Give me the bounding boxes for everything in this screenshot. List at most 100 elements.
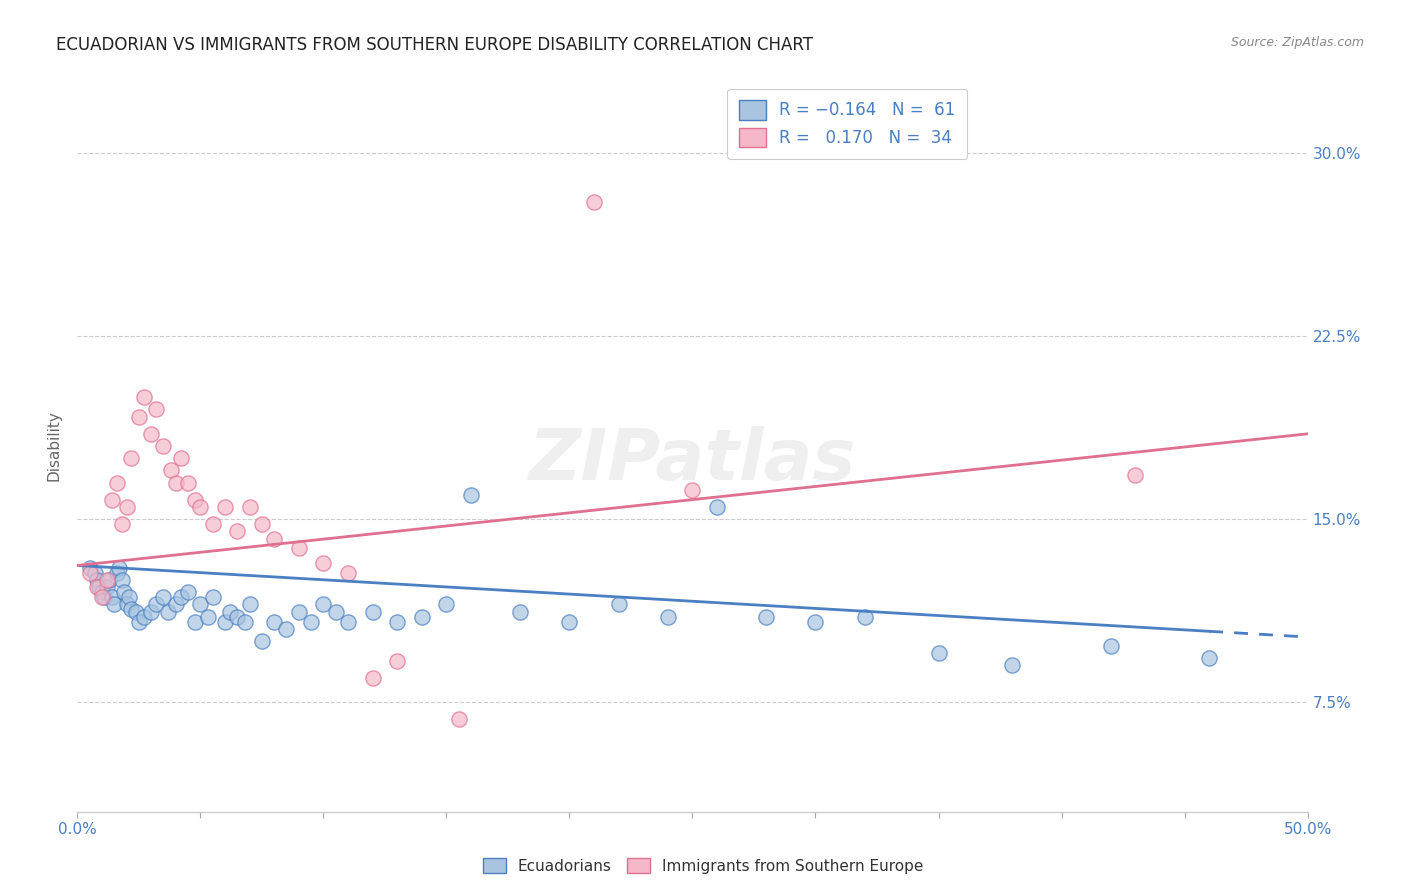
Point xyxy=(447,712,470,726)
Point xyxy=(165,598,187,612)
Point xyxy=(755,609,778,624)
Point xyxy=(98,573,121,587)
Point xyxy=(436,598,458,612)
Point xyxy=(89,581,111,595)
Point xyxy=(239,598,262,612)
Point xyxy=(250,634,273,648)
Point xyxy=(128,615,150,629)
Point xyxy=(214,500,236,514)
Point xyxy=(160,463,183,477)
Point xyxy=(121,451,143,466)
Point xyxy=(111,573,132,587)
Point xyxy=(239,500,262,514)
Point xyxy=(170,590,193,604)
Text: ECUADORIAN VS IMMIGRANTS FROM SOUTHERN EUROPE DISABILITY CORRELATION CHART: ECUADORIAN VS IMMIGRANTS FROM SOUTHERN E… xyxy=(56,36,813,54)
Point xyxy=(125,605,148,619)
Point xyxy=(115,500,138,514)
Point xyxy=(361,605,384,619)
Point xyxy=(103,598,125,612)
Point xyxy=(337,615,360,629)
Point xyxy=(188,500,212,514)
Point xyxy=(385,654,409,668)
Point xyxy=(361,671,384,685)
Point xyxy=(112,585,135,599)
Point xyxy=(1125,468,1147,483)
Point xyxy=(201,590,224,604)
Point xyxy=(214,615,236,629)
Point xyxy=(706,500,728,514)
Text: Source: ZipAtlas.com: Source: ZipAtlas.com xyxy=(1230,36,1364,49)
Point xyxy=(90,590,114,604)
Point xyxy=(288,541,311,556)
Point xyxy=(90,585,114,599)
Point xyxy=(152,590,174,604)
Point xyxy=(325,605,347,619)
Point xyxy=(607,598,630,612)
Point xyxy=(79,561,101,575)
Point xyxy=(201,516,224,531)
Point xyxy=(197,609,219,624)
Point xyxy=(1099,639,1122,653)
Point xyxy=(101,590,124,604)
Y-axis label: Disability: Disability xyxy=(46,410,62,482)
Point xyxy=(853,609,876,624)
Point xyxy=(108,561,131,575)
Point xyxy=(411,609,433,624)
Point xyxy=(115,598,138,612)
Point xyxy=(111,516,132,531)
Point xyxy=(141,605,163,619)
Legend: Ecuadorians, Immigrants from Southern Europe: Ecuadorians, Immigrants from Southern Eu… xyxy=(477,852,929,880)
Point xyxy=(312,598,335,612)
Point xyxy=(219,605,242,619)
Point xyxy=(152,439,174,453)
Point xyxy=(177,585,200,599)
Point xyxy=(1198,651,1220,665)
Point xyxy=(101,492,124,507)
Point xyxy=(128,409,150,424)
Point xyxy=(188,598,212,612)
Point xyxy=(184,615,207,629)
Point xyxy=(682,483,704,497)
Point xyxy=(145,402,167,417)
Point xyxy=(657,609,679,624)
Point xyxy=(118,590,141,604)
Point xyxy=(177,475,200,490)
Point xyxy=(145,598,167,612)
Point xyxy=(83,566,105,580)
Point xyxy=(93,590,115,604)
Legend: R = −0.164   N =  61, R =   0.170   N =  34: R = −0.164 N = 61, R = 0.170 N = 34 xyxy=(727,88,967,159)
Point xyxy=(299,615,322,629)
Point xyxy=(583,195,606,210)
Point xyxy=(165,475,187,490)
Point xyxy=(312,556,335,570)
Point xyxy=(288,605,311,619)
Point xyxy=(558,615,581,629)
Point xyxy=(276,622,298,636)
Point xyxy=(226,609,249,624)
Point xyxy=(250,516,273,531)
Point xyxy=(79,566,101,580)
Point xyxy=(86,573,108,587)
Point xyxy=(86,581,108,595)
Point xyxy=(132,609,155,624)
Point xyxy=(105,566,128,580)
Text: ZIPatlas: ZIPatlas xyxy=(529,426,856,495)
Point xyxy=(928,646,950,660)
Point xyxy=(804,615,827,629)
Point xyxy=(141,426,163,441)
Point xyxy=(263,532,285,546)
Point xyxy=(184,492,207,507)
Point xyxy=(226,524,249,539)
Point xyxy=(96,573,118,587)
Point xyxy=(263,615,285,629)
Point xyxy=(385,615,409,629)
Point xyxy=(121,602,143,616)
Point xyxy=(157,605,180,619)
Point xyxy=(233,615,256,629)
Point xyxy=(170,451,193,466)
Point xyxy=(337,566,360,580)
Point xyxy=(105,475,128,490)
Point xyxy=(460,488,482,502)
Point xyxy=(1001,658,1024,673)
Point xyxy=(509,605,531,619)
